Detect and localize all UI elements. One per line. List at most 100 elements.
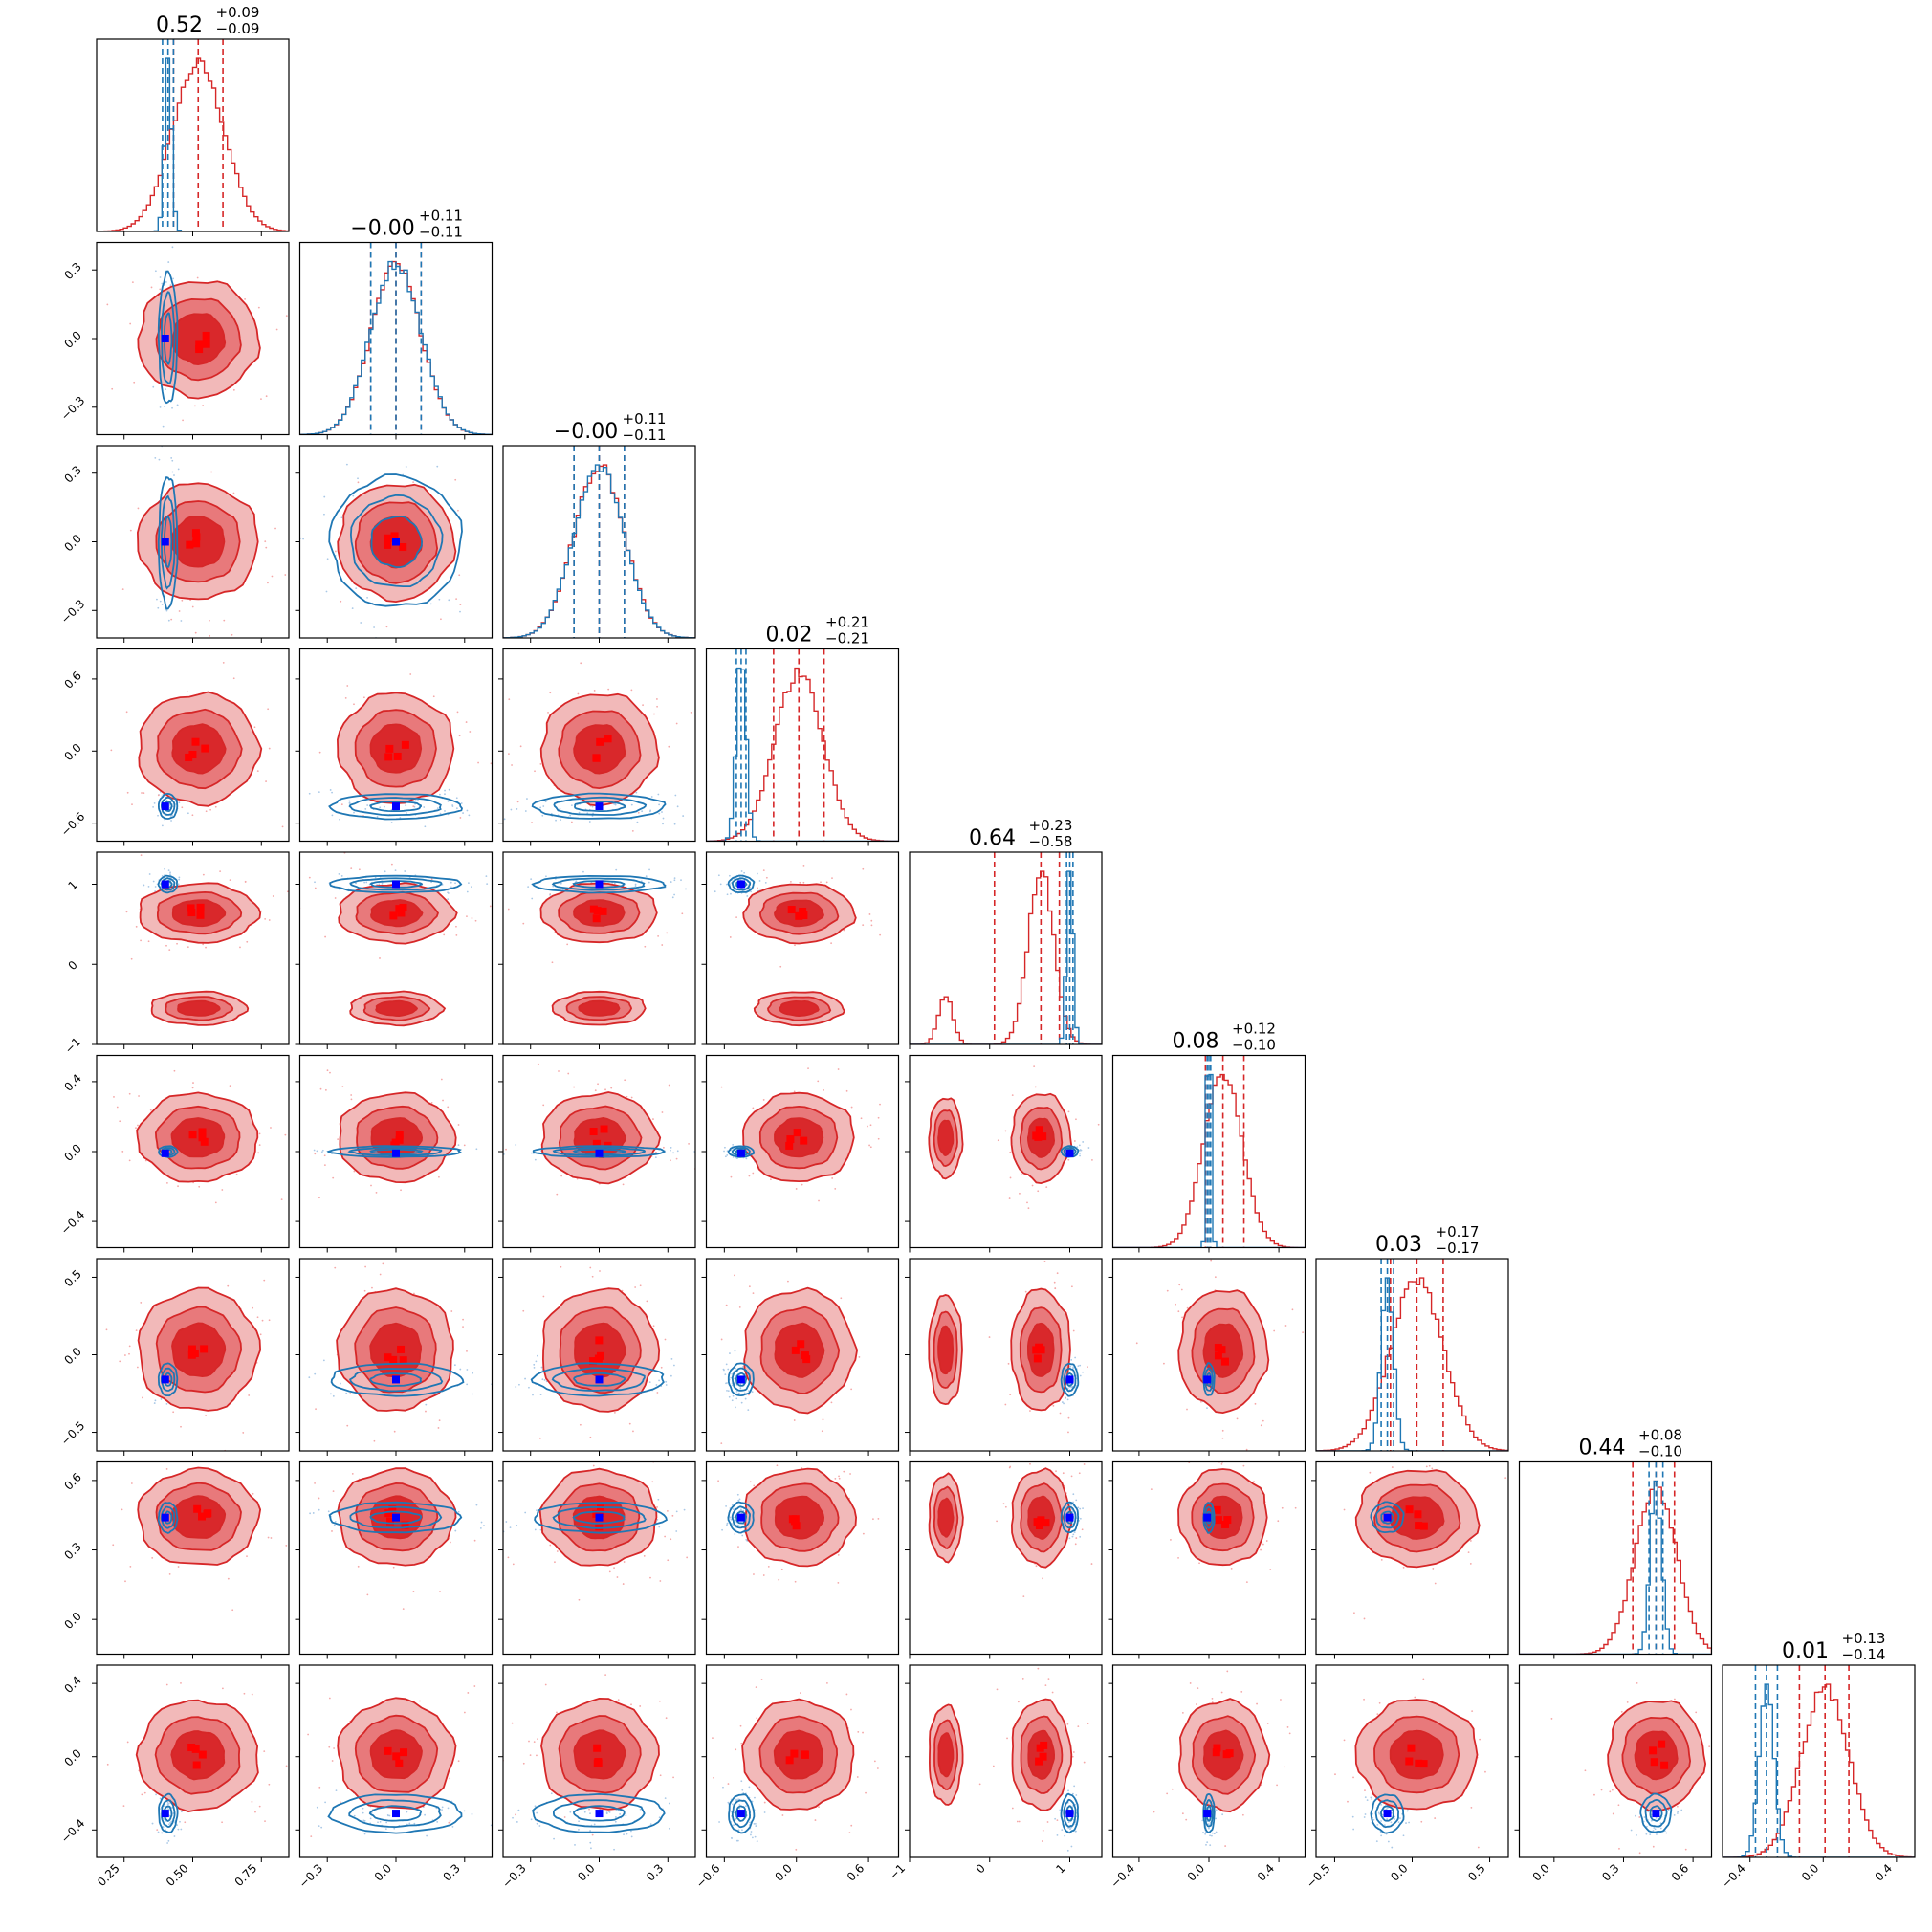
sample-point (198, 1185, 201, 1188)
panel-title: 0.03 (1375, 1233, 1422, 1257)
sample-point (1245, 1581, 1248, 1584)
sample-point (362, 1819, 365, 1822)
density-contour-b (369, 1510, 423, 1525)
sample-point (126, 791, 129, 794)
sample-point (868, 913, 871, 915)
panel-title: 0.64 (969, 826, 1016, 850)
sample-point (1067, 1110, 1070, 1113)
sample-point (518, 1383, 520, 1386)
sample-point (1186, 1306, 1189, 1309)
corner-panels: 0.52+0.09−0.09−0.30.00.3−0.00+0.11−0.11−… (58, 4, 1916, 1891)
sample-point (746, 895, 749, 897)
sample-point (554, 932, 557, 934)
sample-point (379, 1273, 382, 1276)
sample-point (604, 1455, 606, 1457)
sample-point (1070, 1359, 1073, 1361)
sample-point (456, 711, 459, 714)
sample-point (734, 1377, 736, 1380)
sample-point (652, 1118, 654, 1120)
panel-7-3 (480, 1258, 696, 1456)
sample-point (130, 957, 133, 960)
density-contour-b (349, 877, 443, 891)
y-tick-label: 0.3 (61, 1540, 83, 1562)
sample-point (171, 246, 174, 249)
sample-point (412, 1591, 415, 1592)
sample-point (123, 1354, 126, 1356)
sample-point (802, 881, 805, 884)
sample-point (1073, 1531, 1076, 1533)
sample-point (744, 1397, 747, 1400)
sample-point (752, 1172, 755, 1175)
sample-point (662, 1146, 665, 1149)
sample-point (830, 942, 833, 945)
sample-point (493, 1299, 494, 1301)
sample-point (837, 1581, 840, 1584)
marker-a (593, 907, 602, 915)
sample-point (113, 1096, 115, 1098)
sample-point (440, 1078, 443, 1081)
density-contour-b (328, 793, 463, 821)
sample-point (178, 847, 180, 849)
sample-point (329, 1071, 331, 1074)
sample-point (334, 897, 337, 899)
sample-point (670, 1374, 672, 1377)
sample-point (221, 1189, 224, 1191)
sample-point (1082, 1371, 1084, 1373)
sample-point (348, 801, 351, 804)
sample-point (149, 1109, 152, 1111)
sample-point (375, 1192, 378, 1194)
marker-b (161, 1810, 169, 1818)
sample-point (219, 870, 222, 873)
marker-a (388, 1505, 397, 1514)
sample-point (549, 893, 551, 896)
sample-point (404, 870, 406, 872)
density-contour-a (779, 999, 820, 1018)
sample-point (350, 1098, 353, 1101)
sample-point (637, 811, 640, 814)
sample-point (877, 1137, 880, 1140)
sample-point (509, 1526, 512, 1529)
sample-point (168, 949, 171, 952)
sample-point (366, 1593, 369, 1596)
sample-point (436, 465, 439, 468)
y-tick-label: −0.6 (58, 810, 88, 840)
sample-point (398, 1625, 400, 1627)
sample-point (165, 1181, 168, 1184)
sample-point (1236, 1417, 1239, 1420)
sample-point (661, 944, 664, 946)
sample-point (610, 1087, 613, 1089)
density-contour-b (731, 877, 752, 891)
sample-point (165, 944, 167, 947)
diagonal-panel-6: 0.08+0.12−0.10 (1111, 1021, 1306, 1253)
sample-point (441, 1809, 443, 1811)
sample-point (1007, 1362, 1010, 1365)
sample-point (339, 818, 340, 821)
sample-point (870, 919, 873, 922)
sample-point (468, 882, 470, 884)
sample-point (147, 885, 150, 888)
sample-point (1087, 1366, 1088, 1369)
panel-8-7 (1311, 1460, 1509, 1659)
sample-point (283, 1525, 285, 1526)
panel-frame (909, 851, 1103, 1045)
sample-point (559, 807, 561, 810)
sample-point (524, 1377, 526, 1380)
sample-point (701, 882, 703, 884)
marker-b (392, 1149, 400, 1157)
sample-point (407, 1435, 409, 1437)
diagonal-panel-3: −0.00+0.11−0.11 (502, 410, 696, 643)
sample-point (739, 1387, 742, 1390)
sample-point (542, 1295, 545, 1298)
sample-point (749, 1481, 752, 1483)
sample-point (1009, 1151, 1012, 1153)
sample-point (503, 1502, 505, 1504)
sample-point (142, 1396, 143, 1399)
density-contour-a (573, 724, 626, 775)
sample-point (837, 1553, 840, 1556)
sample-point (1163, 1362, 1165, 1365)
title-value: 0.02 (766, 624, 813, 648)
sample-point (480, 1387, 482, 1389)
sample-point (735, 1391, 738, 1393)
sample-point (1029, 1462, 1031, 1465)
sample-point (1078, 1144, 1081, 1147)
